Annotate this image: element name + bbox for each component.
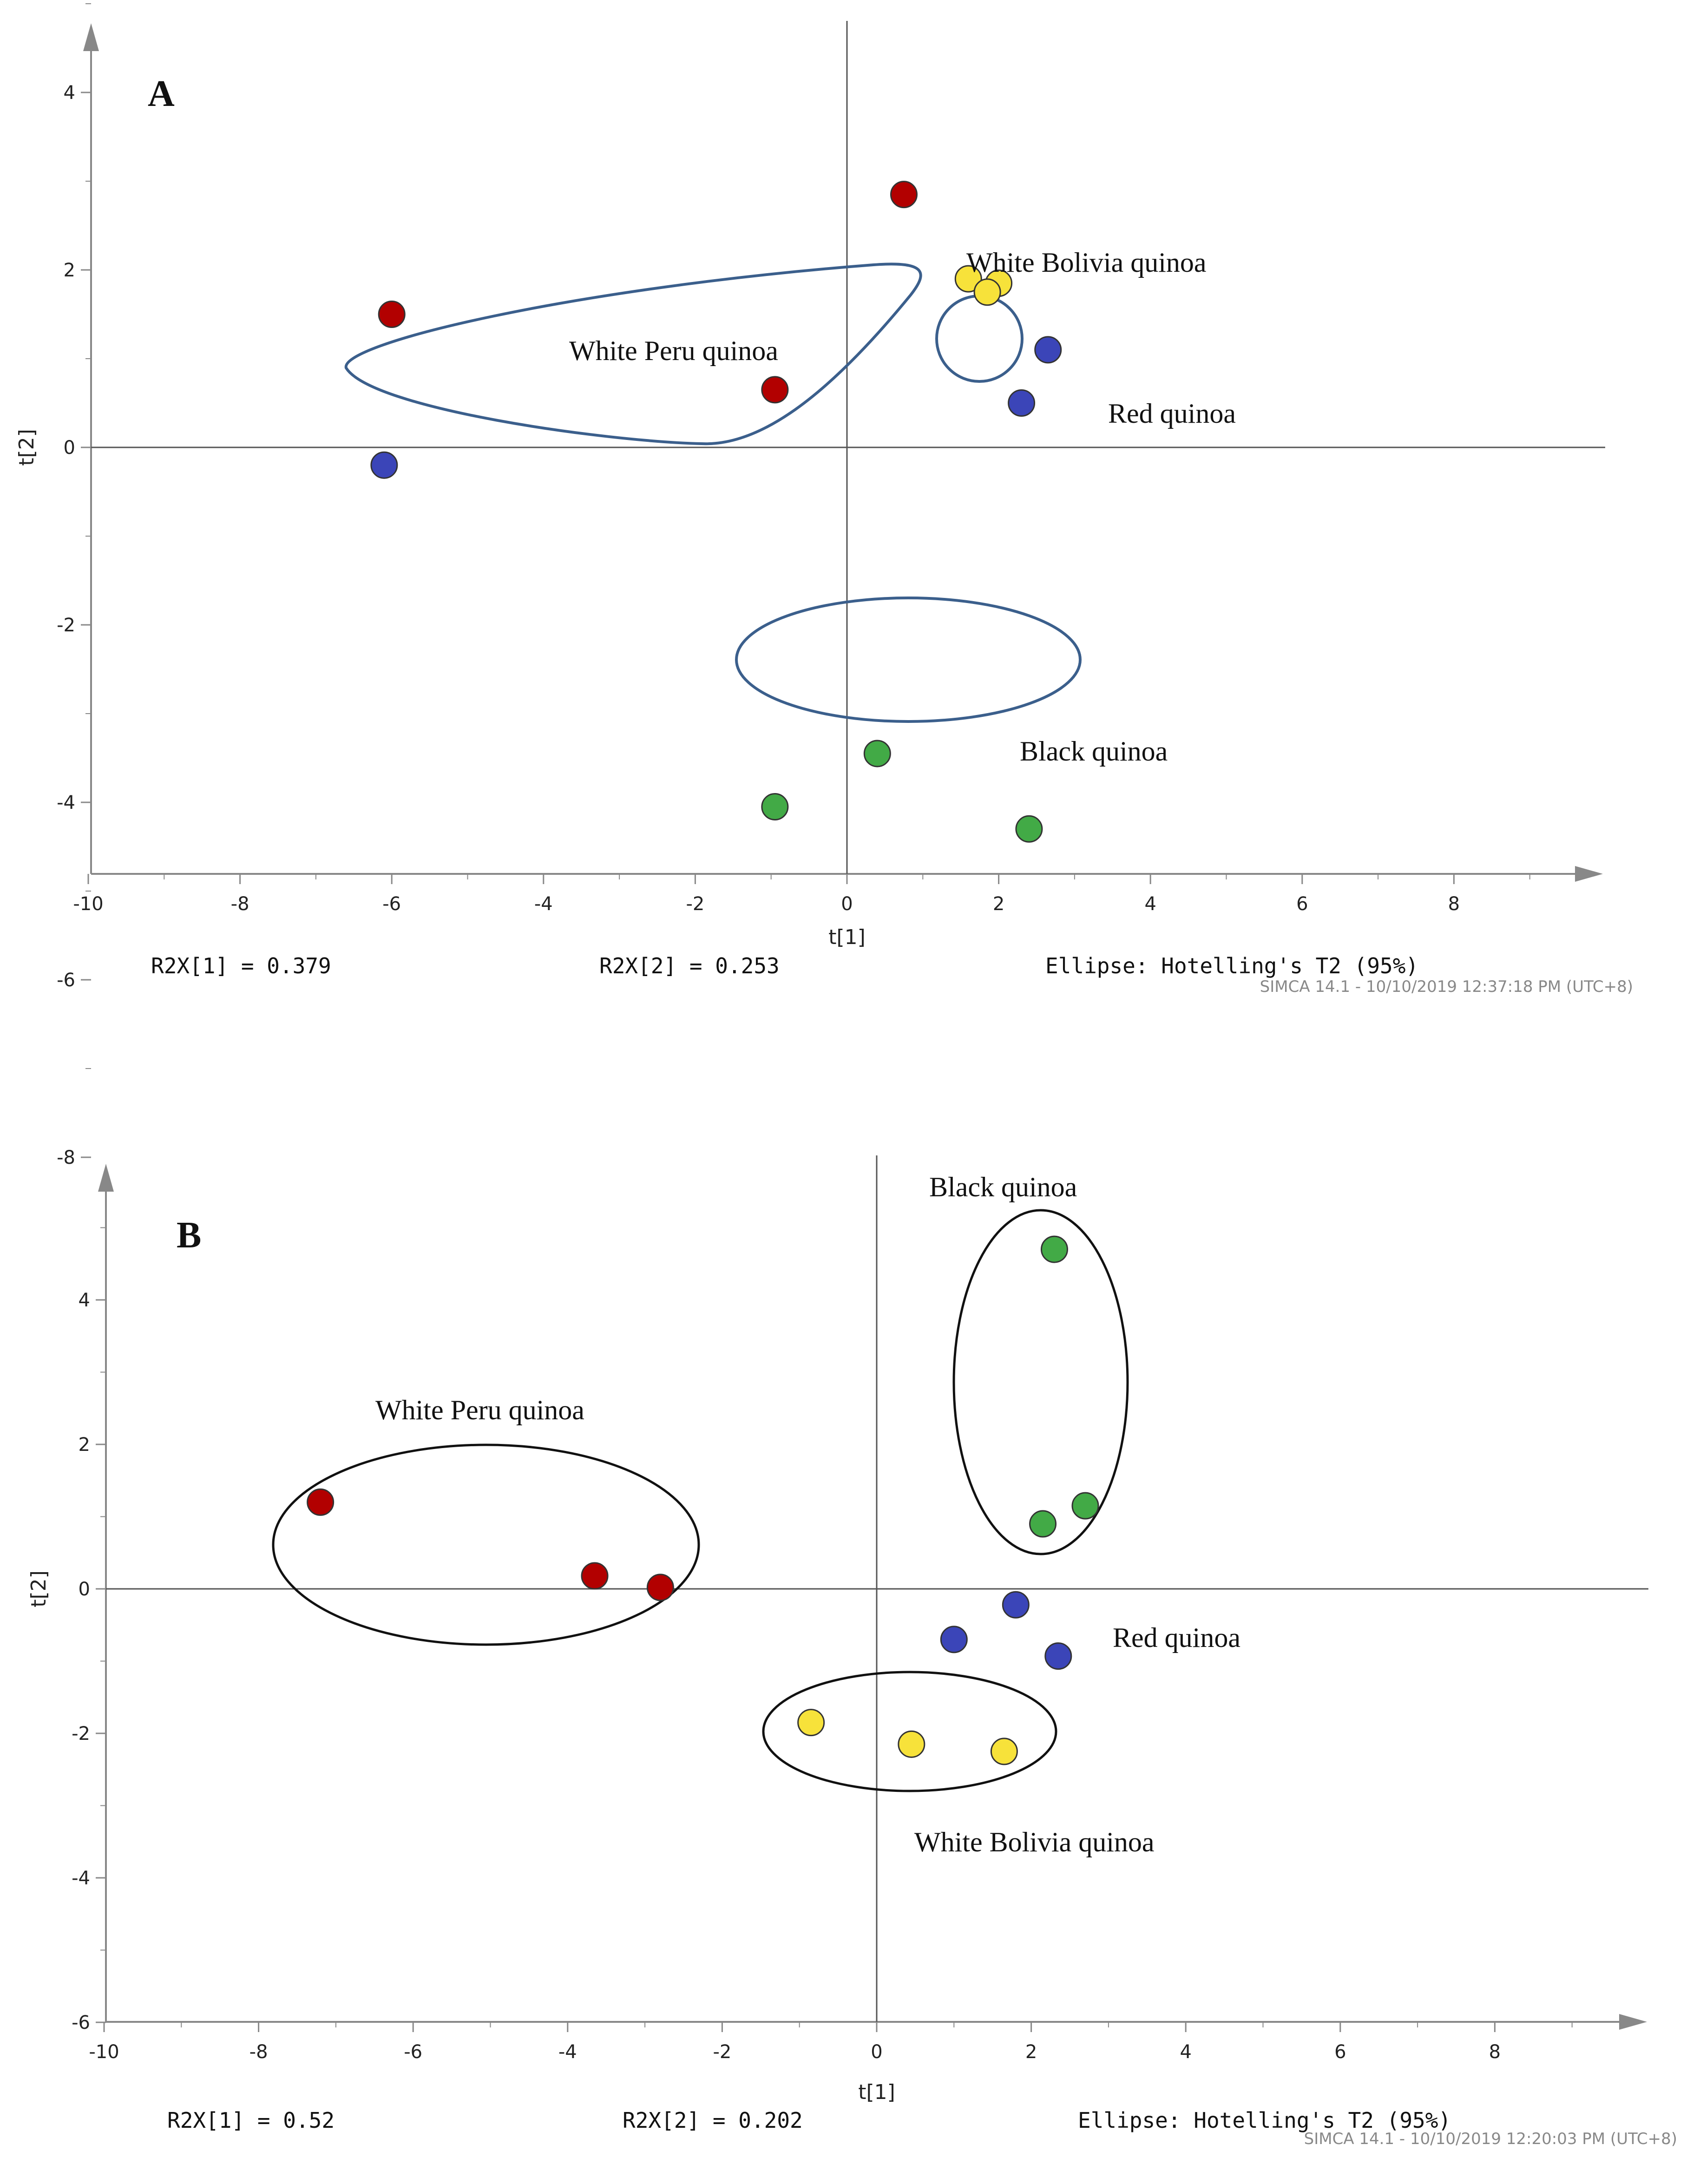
panel-a-r2x2: R2X[2] = 0.253 bbox=[599, 953, 780, 978]
panel-b-point-white-peru-quinoa bbox=[646, 1574, 674, 1601]
panel-b-y-arrow-icon bbox=[98, 1164, 114, 1192]
panel-a-x-tick-label: 6 bbox=[1296, 893, 1308, 915]
panel-a-ellipse-white-peru bbox=[344, 262, 922, 446]
panel-a-y-tick-label: -6 bbox=[57, 970, 75, 991]
panel-a-footer: SIMCA 14.1 - 10/10/2019 12:37:18 PM (UTC… bbox=[1260, 977, 1633, 996]
panel-b-point-black-quinoa bbox=[1071, 1492, 1099, 1520]
panel-a-x-tick-label: -6 bbox=[382, 893, 401, 915]
panel-b-point-white-peru-quinoa bbox=[307, 1488, 335, 1516]
panel-a-y-label: t[2] bbox=[15, 429, 39, 466]
panel-b-points bbox=[307, 1235, 1099, 1765]
panel-a-label-red: Red quinoa bbox=[1108, 398, 1236, 429]
panel-b-ellipse-note: Ellipse: Hotelling's T2 (95%) bbox=[1078, 2108, 1451, 2133]
panel-a-y-tick-label: -8 bbox=[57, 1147, 75, 1168]
panel-b-r2x1: R2X[1] = 0.52 bbox=[167, 2108, 335, 2133]
panel-b-y-label: t[2] bbox=[27, 1570, 51, 1607]
panel-b-ticks: -10 -8 -6 -4 -2 0 2 4 6 8 -6 -4 -2 0 2 4 bbox=[72, 1227, 1573, 2063]
panel-a-point-red-quinoa bbox=[1008, 389, 1036, 417]
panel-a-point-black-quinoa bbox=[863, 740, 891, 767]
panel-a-point-white-peru-quinoa bbox=[890, 181, 918, 209]
panel-b-x-tick-label: -8 bbox=[249, 2041, 268, 2063]
panel-a-y-tick-label: 0 bbox=[64, 437, 75, 459]
panel-b-y-tick-label: -6 bbox=[72, 2012, 90, 2033]
panel-b-x-tick-label: 8 bbox=[1489, 2041, 1501, 2063]
panel-a-x-tick-label: 8 bbox=[1448, 893, 1460, 915]
panel-a-point-black-quinoa bbox=[761, 793, 789, 821]
panel-b-label-red: Red quinoa bbox=[1113, 1622, 1240, 1653]
panel-b-ellipse-black bbox=[952, 1209, 1129, 1555]
panel-b-point-white-bolivia-quinoa bbox=[990, 1738, 1018, 1765]
panel-a-ellipse-note: Ellipse: Hotelling's T2 (95%) bbox=[1045, 953, 1418, 978]
panel-b-point-white-bolivia-quinoa bbox=[797, 1709, 825, 1737]
panel-a-ellipse-black bbox=[735, 597, 1082, 723]
panel-b-footer: SIMCA 14.1 - 10/10/2019 12:20:03 PM (UTC… bbox=[1304, 2130, 1677, 2148]
panel-b-label-black: Black quinoa bbox=[929, 1172, 1077, 1202]
panel-a-x-label: t[1] bbox=[828, 925, 866, 949]
panel-b-x-tick-label: -6 bbox=[404, 2041, 422, 2063]
panel-a-y-tick-label: -4 bbox=[57, 792, 75, 813]
panel-a-x-arrow-icon bbox=[1575, 866, 1603, 882]
panel-b-axes bbox=[98, 1155, 1648, 2030]
panel-b-point-black-quinoa bbox=[1029, 1510, 1057, 1538]
panel-a-x-tick-label: 4 bbox=[1144, 893, 1156, 915]
panel-a-point-white-bolivia-quinoa bbox=[954, 265, 982, 293]
panel-b-x-tick-label: -2 bbox=[713, 2041, 731, 2063]
panel-b-x-tick-label: -4 bbox=[558, 2041, 577, 2063]
panel-a-y-arrow-icon bbox=[83, 23, 99, 51]
panel-b-score-plot: B -10 -8 -6 -4 -2 0 2 4 6 8 -6 -4 -2 0 2 4 t[1] t[2] Wh… bbox=[27, 1155, 1677, 2148]
panel-a-y-tick-label: 4 bbox=[64, 82, 75, 104]
panel-a-label-black: Black quinoa bbox=[1020, 736, 1168, 767]
panel-b-letter: B bbox=[177, 1215, 201, 1256]
panel-a-x-tick-label: 2 bbox=[993, 893, 1004, 915]
panel-b-point-white-peru-quinoa bbox=[581, 1562, 609, 1590]
panel-a-axes bbox=[83, 21, 1605, 882]
panel-b-point-red-quinoa bbox=[1002, 1591, 1030, 1619]
panel-a-point-white-peru-quinoa bbox=[378, 301, 406, 328]
panel-b-y-tick-label: 4 bbox=[79, 1290, 90, 1311]
panel-b-label-white-peru: White Peru quinoa bbox=[375, 1395, 584, 1425]
panel-a-x-tick-label: -8 bbox=[231, 893, 249, 915]
panel-a-point-white-bolivia-quinoa bbox=[973, 278, 1001, 306]
panel-b-r2x2: R2X[2] = 0.202 bbox=[623, 2108, 803, 2133]
panel-b-x-tick-label: 4 bbox=[1180, 2041, 1191, 2063]
panel-b-y-tick-label: -2 bbox=[72, 1723, 90, 1745]
panel-b-y-tick-label: -4 bbox=[72, 1868, 90, 1889]
panel-a-point-red-quinoa bbox=[370, 451, 398, 479]
panel-b-ellipse-white-peru bbox=[272, 1443, 700, 1646]
panel-b-point-red-quinoa bbox=[1044, 1642, 1072, 1670]
panel-b-x-arrow-icon bbox=[1619, 2014, 1647, 2030]
panel-a-label-white-bolivia: White Bolivia quinoa bbox=[966, 247, 1207, 278]
panel-a-y-tick-label: -2 bbox=[57, 615, 75, 636]
panel-a-ellipses bbox=[344, 262, 1082, 723]
panel-b-x-tick-label: 0 bbox=[871, 2041, 882, 2063]
panel-b-point-white-bolivia-quinoa bbox=[898, 1730, 925, 1758]
panel-b-point-red-quinoa bbox=[940, 1626, 968, 1653]
panel-a-point-red-quinoa bbox=[1034, 336, 1062, 364]
panel-b-x-tick-label: 2 bbox=[1025, 2041, 1037, 2063]
panel-b-y-tick-label: 2 bbox=[79, 1434, 90, 1456]
panel-a-ellipse-white-bolivia bbox=[935, 295, 1024, 383]
panel-a-points bbox=[370, 181, 1062, 843]
panel-a-x-tick-label: -2 bbox=[686, 893, 704, 915]
panel-a-point-white-peru-quinoa bbox=[761, 376, 789, 404]
panel-b-ellipses bbox=[272, 1209, 1129, 1792]
panel-b-x-label: t[1] bbox=[858, 2080, 895, 2104]
panel-b-label-white-bolivia: White Bolivia quinoa bbox=[914, 1827, 1155, 1857]
panel-a-x-tick-label: -4 bbox=[534, 893, 553, 915]
panel-a-y-tick-label: 2 bbox=[64, 260, 75, 281]
panel-b-x-tick-label: 6 bbox=[1334, 2041, 1346, 2063]
panel-b-ellipse-white-bolivia bbox=[762, 1671, 1057, 1792]
panel-b-y-tick-label: 0 bbox=[79, 1579, 90, 1600]
panel-a-r2x1: R2X[1] = 0.379 bbox=[151, 953, 331, 978]
panel-a-letter: A bbox=[148, 73, 175, 114]
panel-a-x-tick-label: -10 bbox=[73, 893, 103, 915]
panel-b-x-tick-label: -10 bbox=[89, 2041, 119, 2063]
panel-a-x-tick-label: 0 bbox=[841, 893, 853, 915]
panel-a-label-white-peru: White Peru quinoa bbox=[569, 335, 778, 366]
panel-b-point-black-quinoa bbox=[1040, 1235, 1068, 1263]
panel-a-point-black-quinoa bbox=[1015, 815, 1043, 843]
